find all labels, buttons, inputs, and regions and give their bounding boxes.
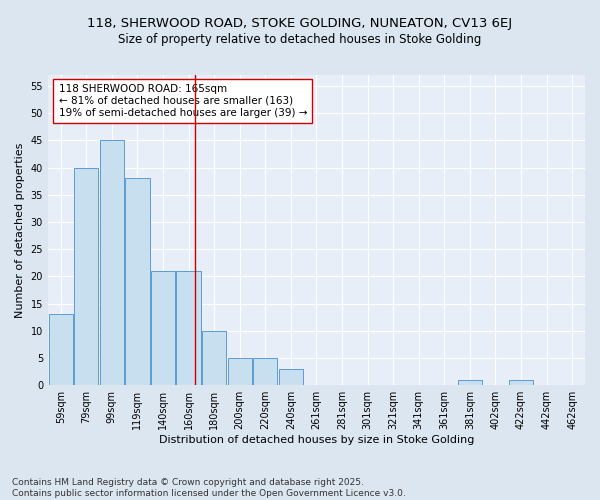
Bar bbox=[253, 358, 277, 385]
Bar bbox=[202, 331, 226, 385]
Text: 118, SHERWOOD ROAD, STOKE GOLDING, NUNEATON, CV13 6EJ: 118, SHERWOOD ROAD, STOKE GOLDING, NUNEA… bbox=[88, 18, 512, 30]
Bar bbox=[49, 314, 73, 385]
Bar bbox=[279, 369, 303, 385]
Bar bbox=[125, 178, 149, 385]
Bar bbox=[458, 380, 482, 385]
Bar bbox=[100, 140, 124, 385]
Bar bbox=[151, 271, 175, 385]
Bar bbox=[74, 168, 98, 385]
Bar bbox=[227, 358, 252, 385]
Text: Size of property relative to detached houses in Stoke Golding: Size of property relative to detached ho… bbox=[118, 32, 482, 46]
X-axis label: Distribution of detached houses by size in Stoke Golding: Distribution of detached houses by size … bbox=[159, 435, 474, 445]
Bar bbox=[176, 271, 201, 385]
Text: Contains HM Land Registry data © Crown copyright and database right 2025.
Contai: Contains HM Land Registry data © Crown c… bbox=[12, 478, 406, 498]
Y-axis label: Number of detached properties: Number of detached properties bbox=[15, 142, 25, 318]
Bar bbox=[509, 380, 533, 385]
Text: 118 SHERWOOD ROAD: 165sqm
← 81% of detached houses are smaller (163)
19% of semi: 118 SHERWOOD ROAD: 165sqm ← 81% of detac… bbox=[59, 84, 307, 117]
